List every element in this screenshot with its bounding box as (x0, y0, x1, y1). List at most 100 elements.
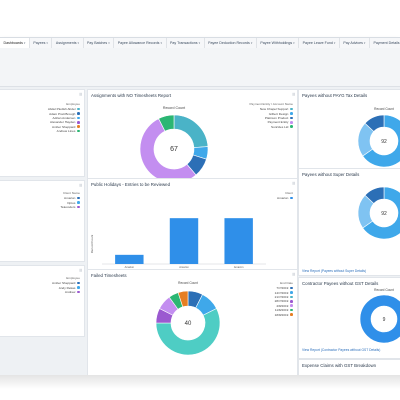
legend-swatch (290, 304, 293, 308)
donut-slice[interactable] (364, 114, 385, 132)
legend-item[interactable]: Amber Sheppard (52, 281, 80, 285)
legend-swatch (77, 281, 80, 285)
legend-item[interactable]: Amber Sheppard (48, 125, 80, 129)
nav-tab-payees[interactable]: Payees ▾ (30, 38, 53, 48)
menu-icon[interactable]: ⠿ (79, 268, 82, 273)
donut-chart-failed-timesheets: Record Count 40 (155, 281, 221, 356)
nav-tab-allowance-records[interactable]: Payee Allowance Records ▾ (114, 38, 167, 48)
legend-item[interactable]: Platinum Product (249, 116, 293, 120)
card-title: Failed Timesheets (91, 273, 127, 278)
bar-sub-label: Amazon (179, 265, 189, 269)
legend-item[interactable]: New Chapel Support (249, 107, 293, 111)
legend-item[interactable]: 18/8/2019 (274, 312, 293, 317)
donut-center-value: 40 (185, 321, 192, 327)
nav-tab-leave-fund[interactable]: Payee Leave Fund ▾ (299, 38, 340, 48)
nav-label: Payment Details (373, 41, 400, 45)
legend-item[interactable]: 21/7/2019 (275, 295, 293, 299)
card-client-chart: ⠿ Client Name Amazon Optus Telecoders (0, 180, 85, 262)
nav-tab-assignments[interactable]: Assignments ▾ (52, 38, 84, 48)
legend-title: Employee (66, 102, 80, 106)
nav-tab-pay-transactions[interactable]: Pay Transactions ▾ (167, 38, 205, 48)
legend-label: 18/8/2019 (274, 312, 289, 317)
donut-slice[interactable] (155, 308, 221, 356)
legend-item[interactable]: 4/8/2019 (275, 304, 293, 308)
legend-swatch (290, 291, 293, 294)
legend-swatch (77, 196, 80, 200)
donut-slice[interactable] (158, 114, 175, 132)
legend-item[interactable]: Alexander Hayden (48, 120, 80, 124)
menu-icon[interactable]: ⠿ (292, 272, 295, 277)
donut-center-value: 92 (381, 211, 387, 217)
legend-item[interactable]: Andrew (52, 290, 80, 294)
legend-item[interactable]: 14/7/2019 (275, 290, 293, 295)
nav-label: Payee Allowance Records (117, 41, 160, 45)
legend-item[interactable]: Abdel Pledish Abdel (48, 107, 80, 111)
nav-tab-deduction-records[interactable]: Payee Deduction Records ▾ (205, 38, 257, 48)
chevron-down-icon: ▾ (250, 41, 253, 45)
employee-legend: Employee Abdel Pledish Abdel Adam Pratt … (48, 102, 80, 133)
legend-item[interactable]: Amazon (60, 196, 80, 200)
legend-item[interactable]: 7/7/2019 (275, 286, 293, 290)
legend-item[interactable]: 28/7/2019 (275, 299, 293, 303)
donut-slice[interactable] (177, 290, 189, 308)
bar[interactable] (115, 254, 144, 264)
nav-tab-dashboards[interactable]: Dashboards ▾ (0, 38, 30, 48)
legend-title: Client Name (62, 191, 80, 195)
nav-label: Payee Deduction Records (208, 41, 250, 45)
nav-tab-pay-advices[interactable]: Pay Advices ▾ (340, 38, 370, 48)
legend-item[interactable]: 11/8/2019 (275, 308, 293, 312)
dashboard-toolbar-area (0, 48, 400, 87)
legend-item[interactable]: Amazon (277, 196, 293, 200)
menu-icon[interactable]: ⠿ (79, 183, 82, 188)
card-gst-details: Contractor Payees without GST Details ⠿ … (298, 277, 400, 359)
donut-slice[interactable] (359, 294, 400, 344)
legend-item[interactable]: Telecoders (60, 205, 80, 209)
legend-item[interactable]: Optus (60, 200, 80, 205)
view-report-link[interactable]: View Report (Contractor Payees without G… (302, 348, 381, 352)
legend-item[interactable]: Andy Rekas (52, 285, 80, 290)
legend-title: Client (285, 191, 293, 195)
menu-icon[interactable]: ⠿ (292, 92, 295, 97)
legend-item[interactable]: Payment Entity (249, 120, 293, 124)
legend-swatch (290, 313, 293, 316)
legend-item[interactable]: Sunrides Ltd (249, 125, 293, 129)
legend-swatch (290, 286, 293, 290)
legend-swatch (77, 112, 80, 115)
legend-swatch (290, 116, 293, 120)
card-title: Assignments with NO Timesheets Report (91, 93, 172, 98)
nav-label: Pay Batches (87, 41, 108, 45)
donut-slice[interactable] (362, 186, 400, 240)
legend-item[interactable]: Gilbert Design (249, 111, 293, 116)
nav-tab-withholdings[interactable]: Payee Withholdings ▾ (257, 38, 300, 48)
legend-label: Optus (67, 200, 76, 205)
donut-slice[interactable] (364, 186, 385, 204)
card-employee-chart-2: ⠿ Employee Amber Sheppard Andy Rekas And… (0, 265, 85, 337)
client-legend: Client Name Amazon Optus Telecoders (60, 191, 80, 209)
legend-title: Payment Entity / Account Name (249, 102, 293, 106)
bar[interactable] (224, 218, 253, 264)
view-report-link[interactable]: View Report (Payees without Super Detail… (302, 269, 367, 273)
legend-swatch (77, 125, 80, 129)
menu-icon[interactable]: ⠿ (292, 181, 295, 186)
legend-swatch (77, 201, 80, 204)
legend-label: 7/7/2019 (276, 286, 289, 291)
legend-item[interactable]: Andrew Lines (48, 129, 80, 133)
legend-item[interactable]: Adrian Andersen (48, 116, 80, 120)
nav-tab-pay-batches[interactable]: Pay Batches ▾ (84, 38, 115, 48)
bar[interactable] (169, 218, 199, 264)
legend-label: 28/7/2019 (274, 299, 289, 304)
chart-label: Record Count (374, 288, 394, 292)
card-title: Payees without Super Details (302, 172, 360, 177)
card-failed-timesheets: Failed Timesheets ⠿ Record Count 40 End … (87, 269, 298, 378)
employee-legend: Employee Amber Sheppard Andy Rekas Andre… (52, 276, 80, 294)
donut-slice[interactable] (173, 114, 209, 148)
donut-slice[interactable] (362, 114, 400, 168)
menu-icon[interactable]: ⠿ (79, 92, 82, 97)
legend-item[interactable]: Adam Pratt Brough (48, 111, 80, 116)
legend-label: Adam Pratt Brough (49, 111, 76, 116)
legend-swatch (290, 300, 293, 303)
nav-tab-payment-details[interactable]: Payment Details▾ (370, 38, 400, 48)
legend-swatch (290, 112, 293, 115)
legend-label: Alexander Hayden (49, 120, 76, 125)
payment-entity-legend: Payment Entity / Account Name New Chapel… (249, 102, 293, 129)
